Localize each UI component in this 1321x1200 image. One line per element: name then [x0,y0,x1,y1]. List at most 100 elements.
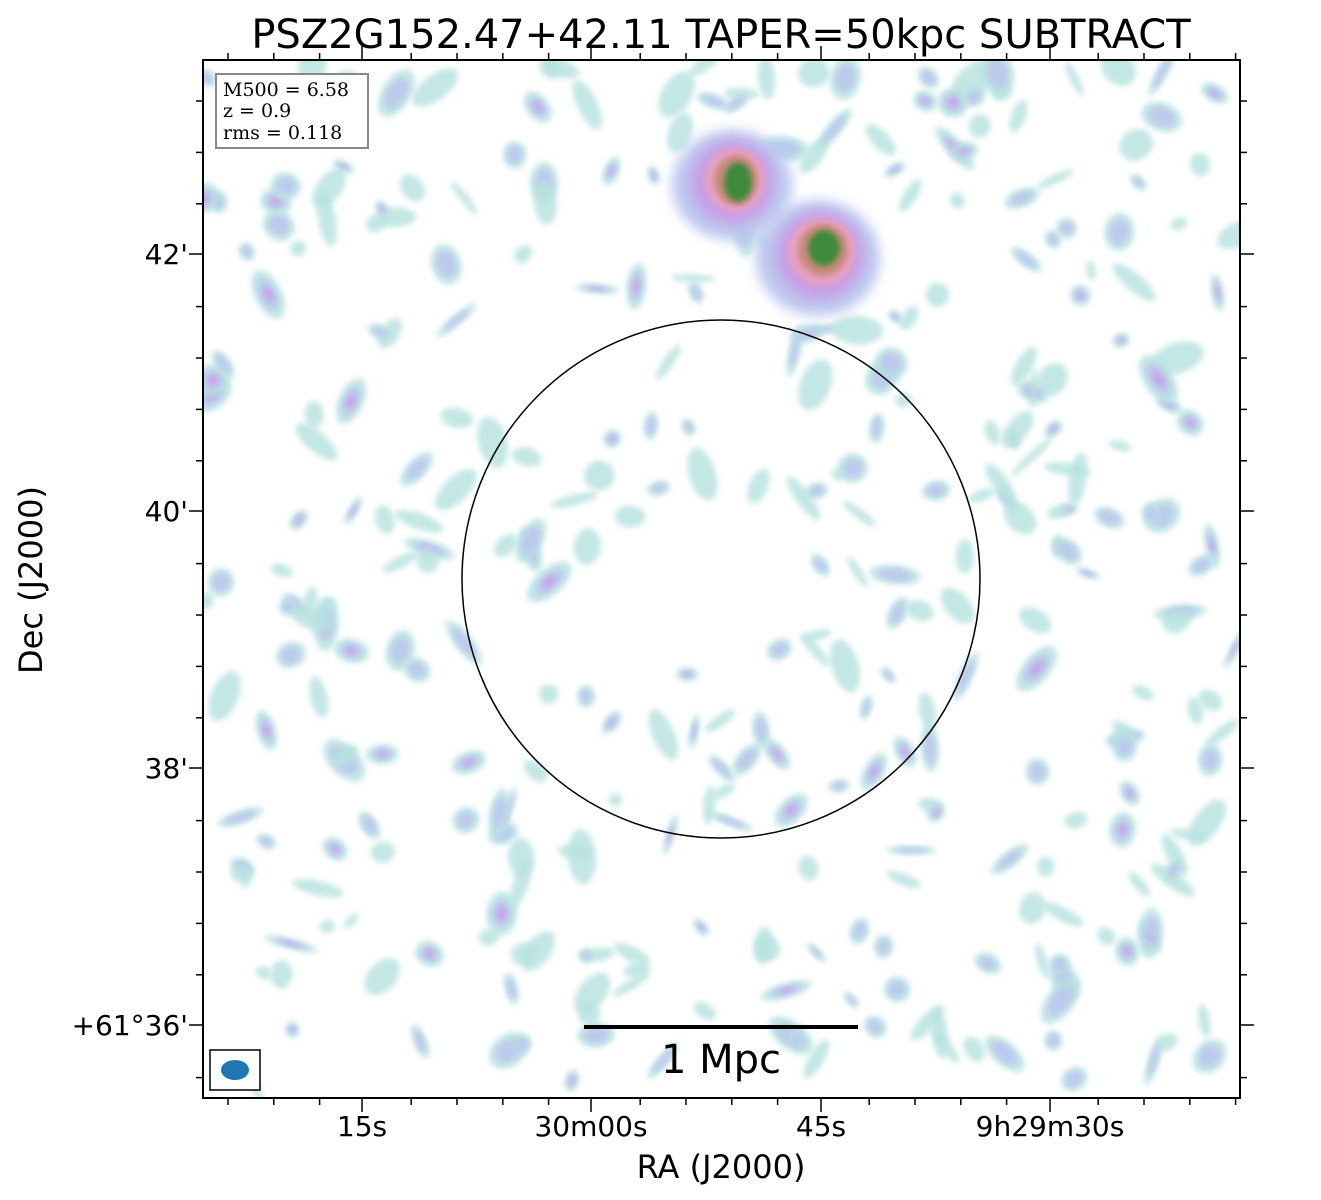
bright-source-east [756,200,880,316]
map-image: 1 Mpc M500 = 6.58 z = 0.9 rms = 0.118 [203,60,1240,1098]
noise-blob [869,564,921,585]
noise-blob [1192,1039,1227,1074]
noise-blob [647,166,660,185]
noise-blob [899,179,922,212]
noise-blob [658,71,695,118]
noise-blob [1047,504,1070,520]
noise-blob [693,1001,717,1021]
noise-blob [1198,689,1222,711]
noise-blob [713,783,735,800]
noise-blob [949,142,979,160]
noise-blob [1170,217,1187,231]
noise-blob [1044,1030,1063,1051]
noise-blob [752,711,770,749]
noise-blob [488,788,510,837]
noise-blob [865,124,896,156]
x-tick-label-9h29m30s: 9h29m30s [976,1110,1125,1143]
noise-blob [309,675,329,718]
noise-blob [256,965,272,980]
noise-blob [926,802,946,823]
noise-blob [1019,892,1046,925]
noise-blob [883,976,911,1003]
info-box [215,73,369,149]
noise-blob [968,114,991,138]
noise-blob [1104,212,1135,252]
noise-blob [763,738,791,770]
scale-bar-label: 1 Mpc [661,1037,781,1083]
noise-blob [550,492,599,508]
noise-blob [648,709,679,761]
noise-blob [264,935,319,953]
noise-blob [292,878,344,898]
noise-blob [577,1001,601,1025]
noise-blob [990,843,1029,875]
noise-blob [974,952,1002,974]
noise-blob [1187,696,1204,725]
noise-blob [450,181,478,215]
noise-blob [575,283,619,294]
noise-blob [584,460,615,491]
x-axis-label: RA (J2000) [637,1148,806,1186]
noise-blob [603,429,622,448]
noise-blob [573,528,601,566]
noise-blob [1119,780,1140,806]
noise-blob [643,411,658,441]
noise-blob [316,191,337,247]
info-rms: rms = 0.118 [223,122,342,144]
noise-blob [411,68,459,107]
noise-blob [613,942,651,966]
noise-blob [377,69,415,118]
noise-blob [803,1039,830,1079]
plot-frame [202,59,1241,1099]
noise-blob [1109,811,1136,848]
noise-blob [646,480,671,496]
noise-blob [335,378,367,424]
beam-ellipse [221,1060,249,1080]
noise-blob [1210,273,1225,312]
noise-blob [1043,462,1090,477]
noise-blob [1044,420,1063,438]
y-tick-label-36: +61°36' [72,1009,188,1042]
figure-title: PSZ2G152.47+42.11 TAPER=50kpc SUBTRACT [251,12,1191,58]
noise-blob [842,500,877,527]
noise-blob [1144,1033,1164,1086]
noise-blob [521,930,556,971]
noise-blob [608,793,623,807]
noise-blob [514,244,533,264]
noise-blob [241,871,253,889]
noise-blob [403,657,431,683]
noise-blob [290,240,307,257]
noise-blob [830,315,884,345]
noise-blob [696,92,731,111]
noise-blob [410,1023,430,1059]
noise-blob [676,667,699,681]
noise-blob [507,837,535,878]
noise-blob [395,509,444,533]
noise-blob [949,192,965,209]
noise-blob [1139,354,1178,404]
noise-blob [1112,263,1156,302]
x-tick-label-45s: 45s [796,1110,846,1143]
noise-blob [430,244,462,285]
noise-blob [647,1042,679,1080]
noise-blob [295,423,338,461]
noise-blob [925,282,950,307]
noise-blob [886,871,922,888]
noise-blob [1004,187,1040,209]
noise-blob [932,1029,960,1063]
noise-blob [539,684,559,704]
noise-blob [415,940,444,967]
noise-blob [334,638,369,664]
noise-blob [1187,799,1227,847]
noise-blob [1064,812,1088,829]
noise-blob [513,1034,532,1055]
noise-blob [275,641,306,669]
noise-blob [452,806,480,834]
noise-blob [364,958,401,996]
noise-blob [434,468,477,511]
noise-blob [567,829,597,885]
noise-blob [807,942,826,963]
noise-blob [1036,169,1074,189]
noise-blob [798,856,819,881]
noise-blob [843,992,860,1008]
